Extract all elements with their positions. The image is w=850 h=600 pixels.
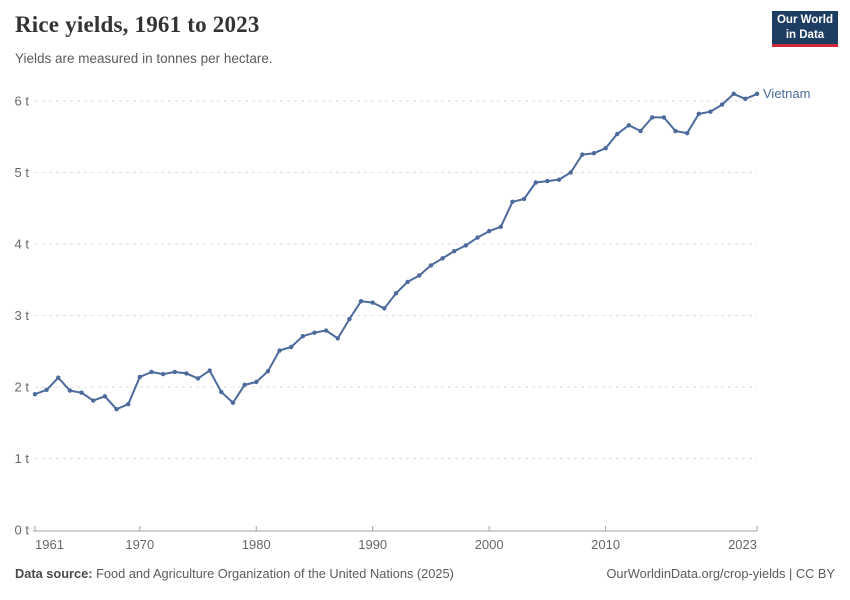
data-point [673,128,678,134]
data-point [254,379,259,385]
data-point [347,316,352,322]
data-point [265,369,271,374]
chart-title: Rice yields, 1961 to 2023 [15,12,260,37]
data-point [382,306,387,311]
series-label-vietnam: Vietnam [763,85,811,101]
data-point [591,150,597,156]
data-point [300,334,306,339]
data-point [79,390,84,395]
data-point [708,109,713,114]
x-tick-label: 1980 [242,537,271,552]
y-tick-label: 3 t [15,308,30,323]
data-point [719,102,725,107]
data-point [67,388,73,393]
data-point [230,400,236,405]
x-tick-label: 2010 [591,537,620,552]
data-point [160,371,166,377]
logo-line1: Our World [776,14,833,27]
data-point [242,382,247,388]
data-point [288,344,294,350]
data-point [219,389,224,395]
logo-line2: in Data [785,28,825,41]
y-tick-label: 1 t [15,451,30,466]
y-tick-label: 5 t [15,165,30,180]
data-point [370,300,375,305]
data-point [277,348,282,353]
data-point [626,123,632,128]
data-point [56,375,61,380]
data-point [428,263,434,268]
chart-subtitle: Yields are measured in tonnes per hectar… [15,51,273,66]
credit-line: OurWorldinData.org/crop-yields | CC BY [606,566,835,581]
data-point [417,273,422,278]
data-point [207,368,212,373]
y-tick-label: 2 t [15,380,30,395]
chart-footer: Data source: Food and Agriculture Organi… [15,566,835,581]
x-tick-label: 1970 [125,537,154,552]
x-tick-label: 2000 [475,537,504,552]
data-source: Data source: Food and Agriculture Organi… [15,566,454,581]
data-point [533,180,538,185]
data-point [114,406,119,412]
data-point [615,131,620,137]
data-point [137,374,143,380]
data-point [661,115,667,120]
series-line-vietnam [34,92,758,411]
data-point [358,299,364,304]
data-point [486,228,492,234]
data-point [44,387,49,393]
y-tick-label: 0 t [15,523,30,538]
data-point [568,170,573,175]
data-point [684,130,690,136]
data-point [498,224,504,230]
y-tick-label: 6 t [15,94,30,109]
data-point [580,152,585,157]
x-tick-label: 1990 [358,537,387,552]
data-point [696,111,701,117]
data-point [393,291,399,296]
x-tick-label: 1961 [35,537,64,552]
data-point [172,369,177,375]
data-point [545,178,550,184]
data-point [649,115,655,120]
data-source-label: Data source: [15,566,93,581]
data-point [603,145,608,151]
data-point [91,398,96,403]
data-point [102,394,108,399]
data-point [556,177,562,182]
data-point [312,330,317,335]
owid-logo: Our World in Data [772,11,838,47]
data-source-text: Food and Agriculture Organization of the… [96,566,454,581]
data-point [335,336,340,341]
data-point [452,248,457,254]
x-tick-label: 2023 [728,537,757,552]
data-point [32,391,38,397]
data-point [754,91,760,97]
data-point [743,96,748,102]
data-point [184,371,189,376]
data-point [731,91,736,97]
data-point [440,256,445,261]
data-point [125,401,131,407]
data-point [463,243,469,248]
y-tick-label: 4 t [15,237,30,252]
data-point [510,199,515,205]
data-point [475,235,480,240]
data-point [149,369,154,375]
data-point [521,196,527,202]
data-point [195,376,201,381]
data-point [323,328,329,333]
data-point [405,279,410,285]
data-point [638,128,643,134]
